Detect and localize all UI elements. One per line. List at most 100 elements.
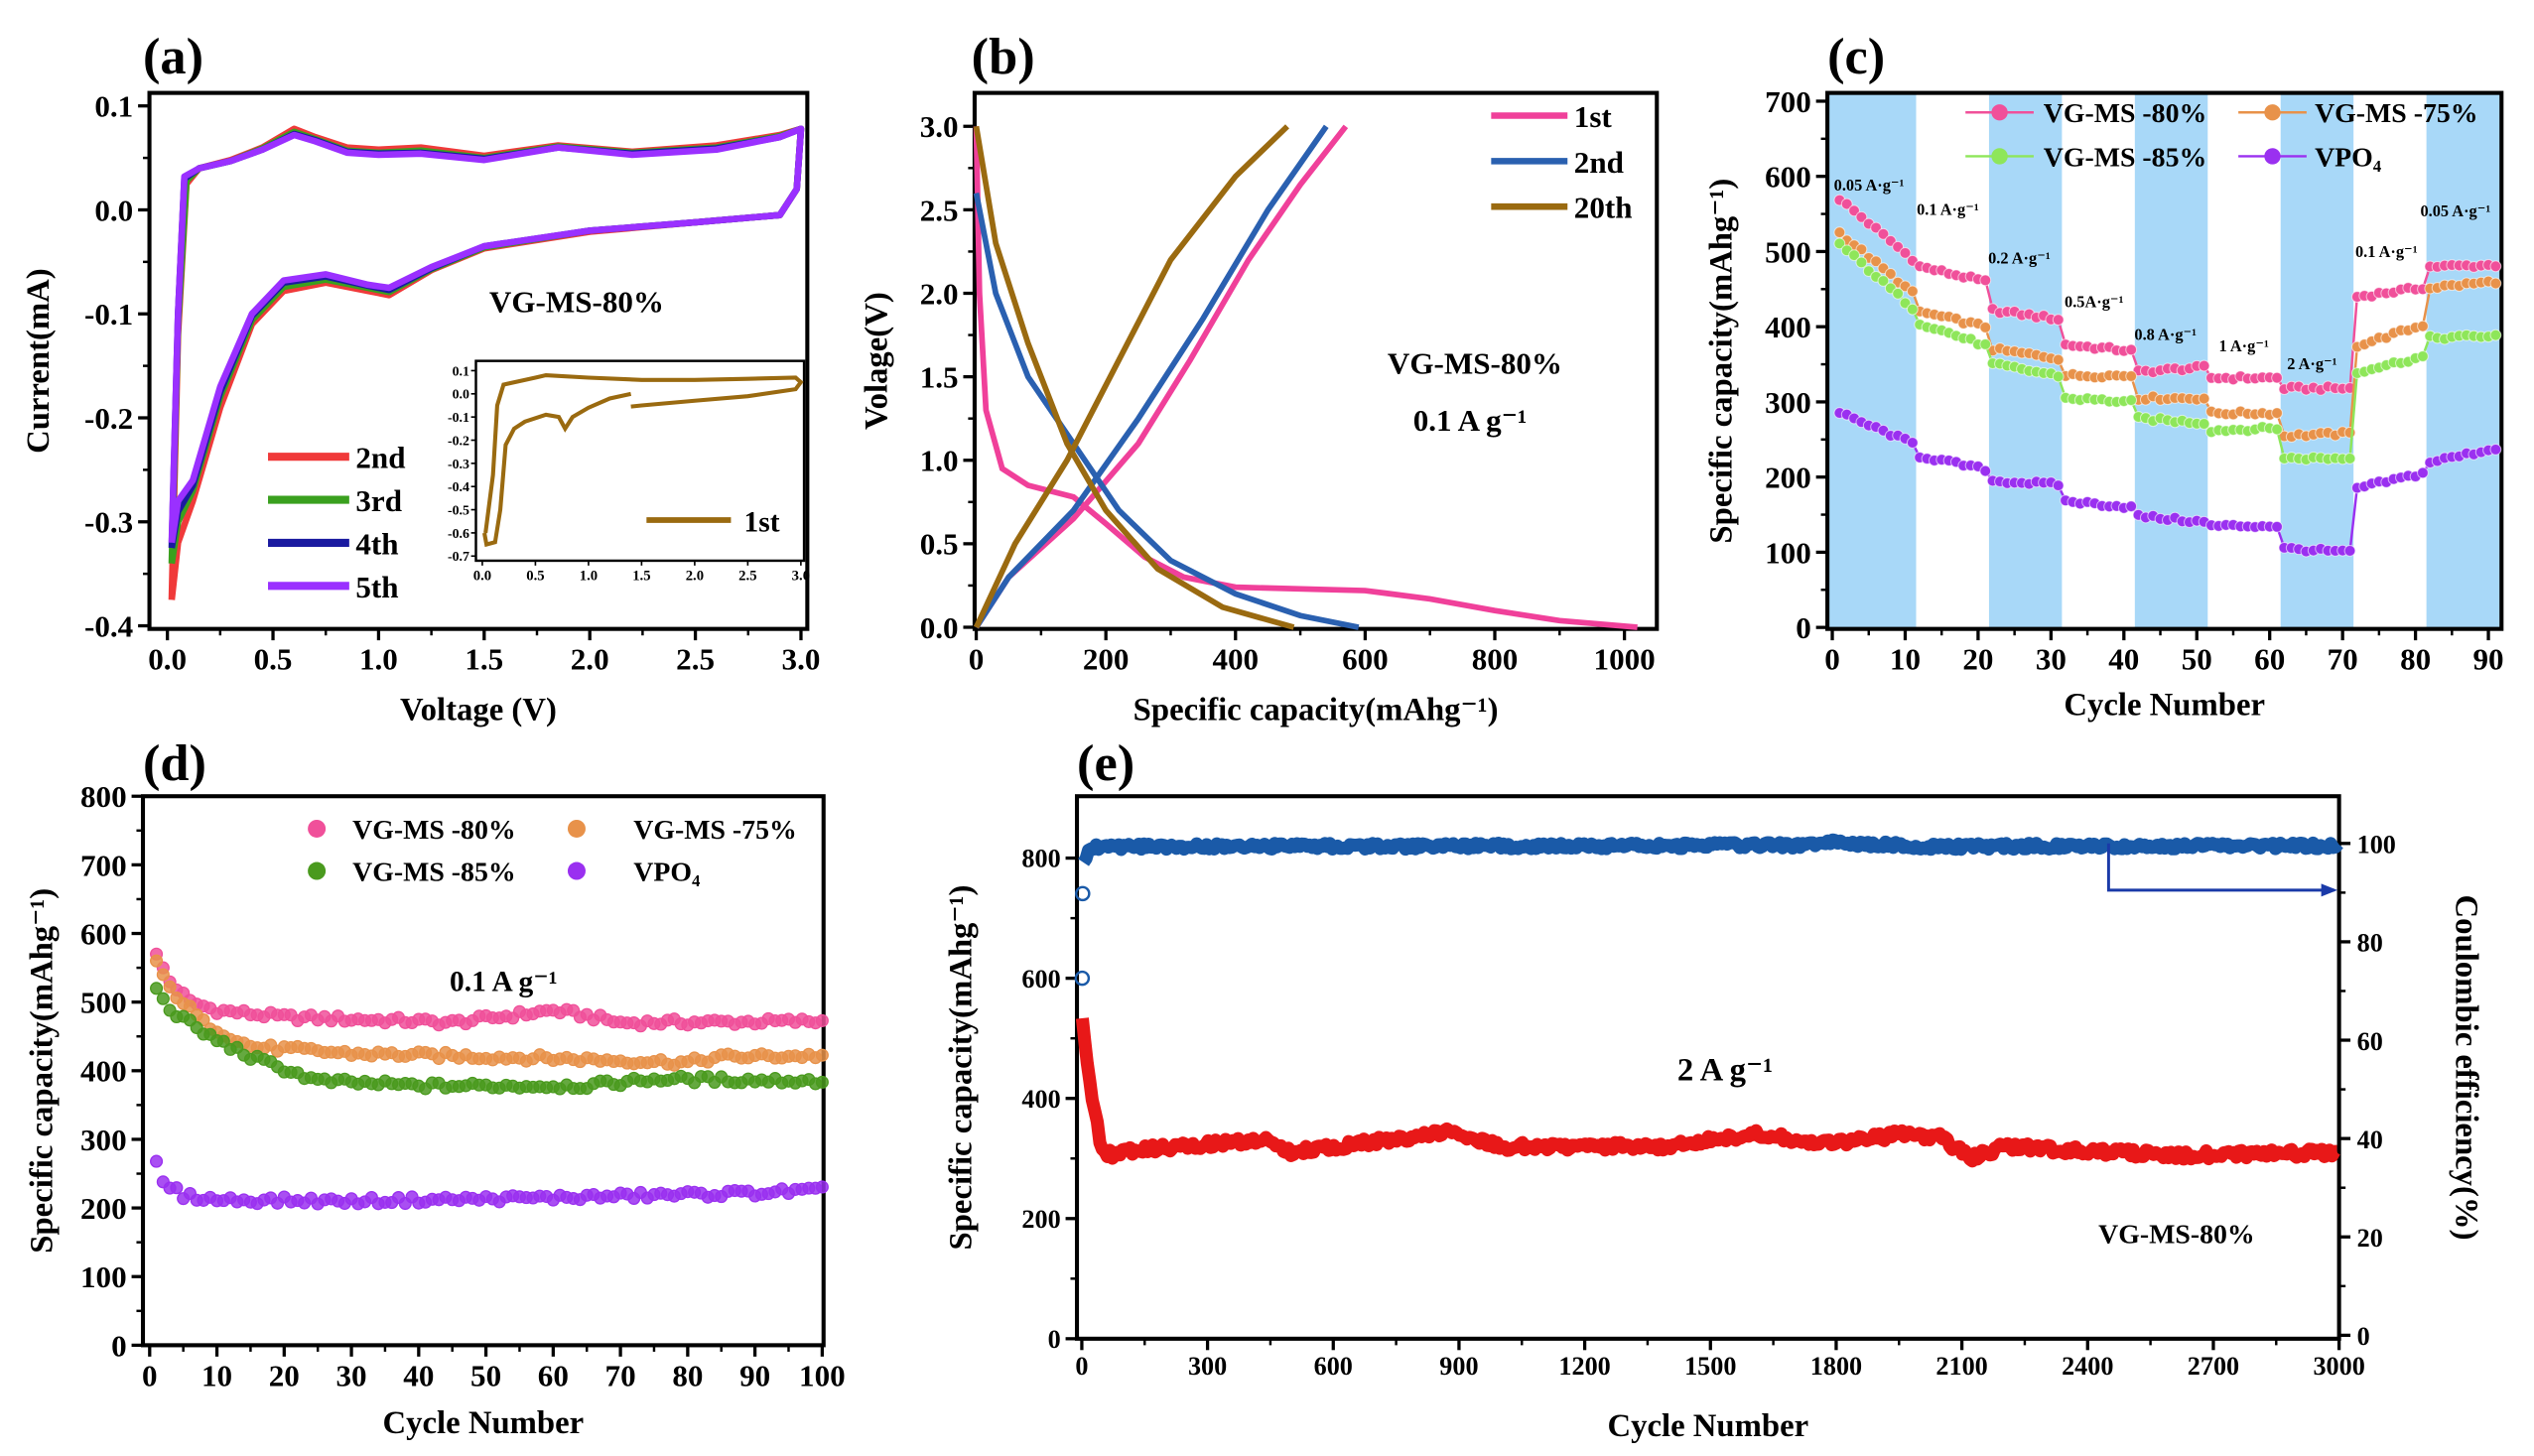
- inset-x-tick-label: 1.5: [632, 569, 650, 585]
- y2-tick-label: 20: [2357, 1224, 2383, 1253]
- legend-marker: [567, 861, 586, 880]
- rate-label: 0.5A·g⁻¹: [2065, 293, 2124, 312]
- panel-d-cycling: 0 10 20 30 40 50 60 70 80 90 100 0 100 200 300 400 500 60…: [24, 734, 845, 1441]
- data-point: [2125, 370, 2138, 382]
- axis-indicator-arrow: [2106, 843, 2334, 892]
- data-point: [170, 1181, 184, 1195]
- rate-label: 1 A·g⁻¹: [2219, 336, 2269, 355]
- data-point: [1840, 198, 1853, 210]
- inset-curve-1st: [483, 372, 804, 534]
- data-point: [183, 999, 197, 1013]
- y-axis-title: Specific capacity(mAhg⁻¹): [1704, 179, 1740, 544]
- data-point: [2198, 359, 2210, 372]
- x-tick-label: 1800: [1810, 1352, 1862, 1381]
- x-axis-title: Cycle Number: [383, 1405, 585, 1441]
- x-axis-title: Cycle Number: [1608, 1408, 1809, 1444]
- x-tick-label: 20: [269, 1358, 300, 1392]
- x-tick-label: 2700: [2188, 1352, 2239, 1381]
- data-point: [2271, 407, 2283, 420]
- x-tick-label: 1.0: [359, 642, 398, 677]
- legend-label: 2nd: [1574, 145, 1624, 180]
- data-point: [1906, 285, 1919, 298]
- y-tick-label: -0.2: [84, 401, 133, 436]
- x-tick-label: 1200: [1558, 1352, 1610, 1381]
- x-tick-label: 60: [538, 1358, 569, 1392]
- y-tick-label: 500: [80, 986, 127, 1020]
- y2-tick-label: 80: [2357, 929, 2383, 958]
- y-axis-title: Specific capacity(mAhg⁻¹): [24, 888, 60, 1254]
- y-tick-label: 0.0: [94, 193, 133, 227]
- y-tick-label: 0.5: [920, 527, 959, 562]
- x-tick-label: 80: [672, 1358, 703, 1392]
- y-tick-label: 0: [111, 1328, 127, 1363]
- rate-band: [1827, 92, 1917, 629]
- y2-tick-label: 40: [2357, 1125, 2383, 1154]
- data-point: [1899, 246, 1912, 259]
- data-point: [1892, 287, 1905, 300]
- panel-label: (a): [143, 28, 203, 85]
- plot-frame: [1825, 90, 2504, 631]
- y-tick-label: 0.0: [920, 610, 959, 645]
- data-point: [2343, 453, 2356, 464]
- sample-annotation: VG-MS-80%: [1388, 346, 1562, 381]
- data-point: [2417, 350, 2429, 362]
- x-tick-label: 70: [2328, 642, 2358, 677]
- profile-curve-2nd: [973, 193, 1360, 630]
- legend-label: 4th: [355, 526, 398, 561]
- legend-label: VG-MS -75%: [633, 815, 797, 846]
- rate-label: 0.1 A·g⁻¹: [1917, 199, 1979, 218]
- y-tick-label: 400: [1021, 1085, 1060, 1114]
- x-tick-label: 40: [403, 1358, 434, 1392]
- profile-curve-2nd: [974, 124, 1329, 629]
- data-point: [2271, 371, 2283, 384]
- data-point: [2343, 545, 2356, 557]
- data-point: [815, 1013, 829, 1027]
- legend-marker: [1991, 104, 2008, 121]
- data-point: [2417, 466, 2429, 479]
- series-VPO₄: [150, 1154, 829, 1211]
- data-point: [2198, 392, 2210, 405]
- y-tick-label: 800: [80, 779, 127, 814]
- y-axis-title: Volage(V): [860, 292, 895, 430]
- ce-initial-point: [1074, 970, 1091, 987]
- data-point: [1884, 268, 1897, 280]
- legend-marker: [1991, 148, 2008, 165]
- inset-x-tick-label: 2.5: [738, 569, 756, 585]
- panel-label: (d): [143, 734, 206, 792]
- legend-label: VG-MS -85%: [352, 857, 516, 887]
- inset-y-tick-label: -0.5: [448, 503, 469, 518]
- coulombic-efficiency-series: [1078, 833, 2343, 866]
- y-tick-label: 2.0: [920, 276, 959, 311]
- x-tick-label: 600: [1314, 1352, 1353, 1381]
- sample-annotation: VG-MS-80%: [489, 285, 664, 320]
- legend: 2nd 3rd 4th 5th: [268, 441, 406, 604]
- data-point: [1877, 227, 1890, 240]
- y-tick-label: -0.1: [84, 297, 133, 331]
- data-point: [150, 1154, 164, 1168]
- x-axis-title: Cycle Number: [2064, 687, 2265, 723]
- y-tick-label: 100: [1765, 535, 1811, 570]
- plot-frame: [1074, 794, 2341, 1341]
- x-tick-label: 10: [1890, 642, 1921, 677]
- cv-curve-5th: [168, 125, 805, 544]
- data-point: [1833, 237, 1846, 250]
- profile-curve-20th: [973, 124, 1289, 629]
- x-tick-label: 2400: [2062, 1352, 2113, 1381]
- y-tick-label: 1.5: [920, 360, 959, 395]
- legend-label: VPO₄: [633, 857, 701, 887]
- series-VG-MS -80%: [150, 947, 829, 1033]
- rate-annotation: 0.1 A g⁻¹: [450, 967, 558, 998]
- legend-marker: [308, 861, 327, 880]
- y-tick-label: 100: [80, 1259, 127, 1294]
- x-tick-label: 600: [1342, 642, 1389, 677]
- data-point: [2271, 520, 2283, 533]
- x-tick-label: 1.5: [465, 642, 503, 677]
- inset-y-tick-label: -0.2: [448, 434, 469, 449]
- y-tick-label: 600: [1765, 160, 1811, 195]
- data-point: [1906, 437, 1919, 449]
- series-VG-MS -80%: [1833, 194, 2502, 396]
- y-axis-title: Specific capacity(mAhg⁻¹): [944, 885, 980, 1251]
- data-point: [2489, 444, 2502, 456]
- data-point: [163, 980, 177, 993]
